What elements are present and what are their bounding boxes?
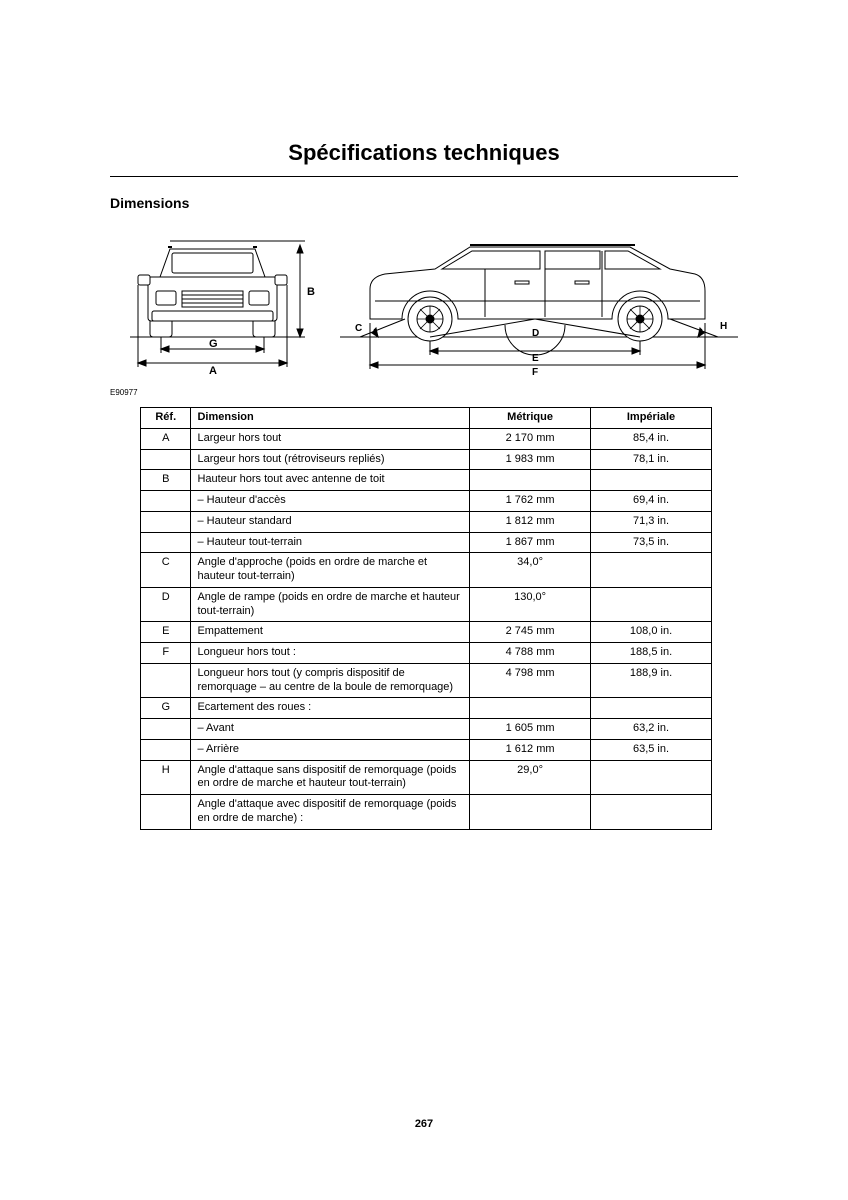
dimensions-table: Réf. Dimension Métrique Impériale ALarge… — [140, 407, 712, 830]
label-c: C — [355, 323, 362, 334]
cell-ref: H — [141, 760, 191, 795]
label-e: E — [532, 353, 539, 364]
cell-imp: 63,2 in. — [591, 719, 712, 740]
table-row: BHauteur hors tout avec antenne de toit — [141, 470, 712, 491]
cell-met: 1 812 mm — [470, 511, 591, 532]
cell-met: 1 983 mm — [470, 449, 591, 470]
table-row: – Arrière1 612 mm63,5 in. — [141, 739, 712, 760]
table-row: Angle d'attaque avec dispositif de remor… — [141, 795, 712, 830]
table-row: – Hauteur tout-terrain1 867 mm73,5 in. — [141, 532, 712, 553]
cell-dim: Angle d'approche (poids en ordre de marc… — [191, 553, 470, 588]
cell-ref: A — [141, 428, 191, 449]
cell-met: 1 867 mm — [470, 532, 591, 553]
th-metric: Métrique — [470, 408, 591, 429]
table-row: CAngle d'approche (poids en ordre de mar… — [141, 553, 712, 588]
th-imperial: Impériale — [591, 408, 712, 429]
page-title: Spécifications techniques — [110, 140, 738, 177]
table-row: HAngle d'attaque sans dispositif de remo… — [141, 760, 712, 795]
cell-ref: C — [141, 553, 191, 588]
label-g: G — [209, 338, 218, 350]
cell-imp: 78,1 in. — [591, 449, 712, 470]
cell-dim: Longueur hors tout : — [191, 643, 470, 664]
cell-met: 130,0° — [470, 587, 591, 622]
cell-met: 1 612 mm — [470, 739, 591, 760]
cell-imp: 85,4 in. — [591, 428, 712, 449]
cell-dim: Empattement — [191, 622, 470, 643]
cell-imp: 73,5 in. — [591, 532, 712, 553]
label-f: F — [532, 367, 538, 378]
cell-ref: B — [141, 470, 191, 491]
cell-met — [470, 698, 591, 719]
label-h: H — [720, 321, 727, 332]
label-a: A — [209, 365, 217, 377]
cell-ref — [141, 491, 191, 512]
cell-dim: Angle d'attaque avec dispositif de remor… — [191, 795, 470, 830]
cell-met: 4 798 mm — [470, 663, 591, 698]
th-dimension: Dimension — [191, 408, 470, 429]
table-row: GEcartement des roues : — [141, 698, 712, 719]
table-row: – Hauteur standard1 812 mm71,3 in. — [141, 511, 712, 532]
cell-dim: – Arrière — [191, 739, 470, 760]
table-row: Longueur hors tout (y compris dispositif… — [141, 663, 712, 698]
cell-met — [470, 470, 591, 491]
cell-dim: – Hauteur standard — [191, 511, 470, 532]
table-row: ALargeur hors tout2 170 mm85,4 in. — [141, 428, 712, 449]
table-row: Largeur hors tout (rétroviseurs repliés)… — [141, 449, 712, 470]
cell-met: 29,0° — [470, 760, 591, 795]
cell-imp: 108,0 in. — [591, 622, 712, 643]
table-row: – Hauteur d'accès1 762 mm69,4 in. — [141, 491, 712, 512]
cell-imp: 71,3 in. — [591, 511, 712, 532]
cell-ref — [141, 719, 191, 740]
cell-imp — [591, 760, 712, 795]
label-d: D — [532, 328, 539, 339]
cell-imp — [591, 470, 712, 491]
cell-dim: Angle de rampe (poids en ordre de marche… — [191, 587, 470, 622]
table-row: – Avant1 605 mm63,2 in. — [141, 719, 712, 740]
label-b: B — [307, 286, 315, 298]
cell-ref: F — [141, 643, 191, 664]
cell-imp — [591, 795, 712, 830]
cell-dim: – Avant — [191, 719, 470, 740]
cell-met: 4 788 mm — [470, 643, 591, 664]
cell-imp: 188,5 in. — [591, 643, 712, 664]
cell-imp — [591, 587, 712, 622]
diagram-id: E90977 — [110, 388, 738, 397]
cell-dim: Ecartement des roues : — [191, 698, 470, 719]
dimensions-diagram: B G A — [110, 219, 738, 379]
cell-dim: Hauteur hors tout avec antenne de toit — [191, 470, 470, 491]
section-heading: Dimensions — [110, 195, 738, 211]
cell-met — [470, 795, 591, 830]
cell-met: 34,0° — [470, 553, 591, 588]
table-row: FLongueur hors tout :4 788 mm188,5 in. — [141, 643, 712, 664]
cell-met: 2 745 mm — [470, 622, 591, 643]
th-ref: Réf. — [141, 408, 191, 429]
page-number: 267 — [0, 1118, 848, 1130]
cell-ref — [141, 739, 191, 760]
cell-ref: E — [141, 622, 191, 643]
cell-ref: D — [141, 587, 191, 622]
cell-met: 1 762 mm — [470, 491, 591, 512]
cell-ref — [141, 663, 191, 698]
cell-dim: – Hauteur d'accès — [191, 491, 470, 512]
table-row: EEmpattement2 745 mm108,0 in. — [141, 622, 712, 643]
cell-dim: Angle d'attaque sans dispositif de remor… — [191, 760, 470, 795]
cell-met: 1 605 mm — [470, 719, 591, 740]
cell-imp — [591, 553, 712, 588]
cell-dim: Largeur hors tout (rétroviseurs repliés) — [191, 449, 470, 470]
cell-dim: Longueur hors tout (y compris dispositif… — [191, 663, 470, 698]
cell-imp: 69,4 in. — [591, 491, 712, 512]
cell-imp: 63,5 in. — [591, 739, 712, 760]
cell-ref — [141, 449, 191, 470]
cell-dim: Largeur hors tout — [191, 428, 470, 449]
cell-dim: – Hauteur tout-terrain — [191, 532, 470, 553]
cell-imp: 188,9 in. — [591, 663, 712, 698]
cell-ref — [141, 511, 191, 532]
table-row: DAngle de rampe (poids en ordre de march… — [141, 587, 712, 622]
cell-met: 2 170 mm — [470, 428, 591, 449]
cell-ref — [141, 795, 191, 830]
cell-imp — [591, 698, 712, 719]
cell-ref: G — [141, 698, 191, 719]
cell-ref — [141, 532, 191, 553]
